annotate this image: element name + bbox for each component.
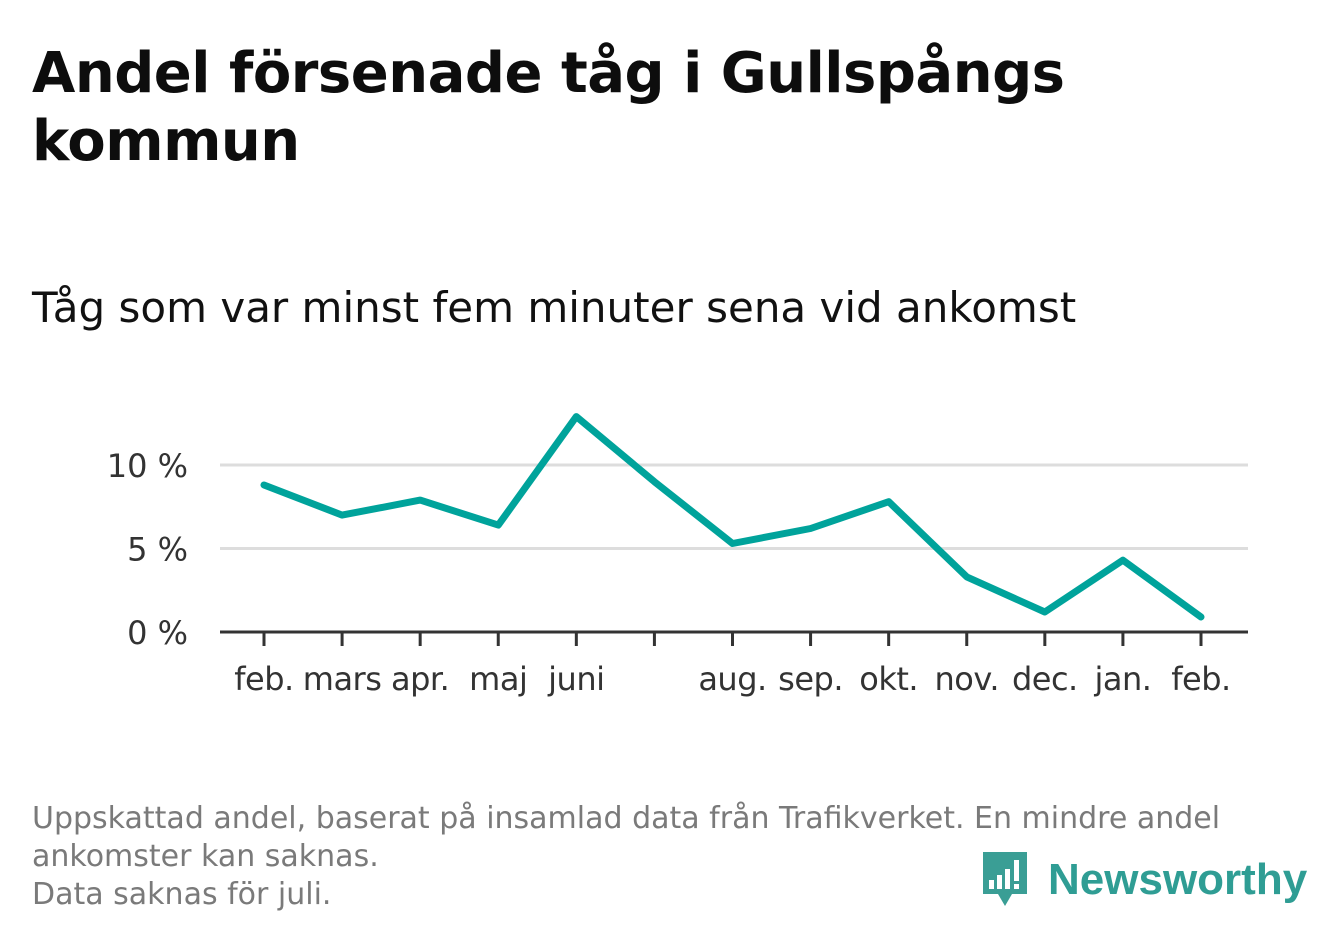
- chart-title: Andel försenade tåg i Gullspångs kommun: [32, 41, 1065, 174]
- brand-logo: Newsworthy: [980, 850, 1307, 910]
- x-tick-label: nov.: [935, 660, 999, 698]
- x-tick-label: juni: [547, 660, 604, 698]
- x-tick-label: apr.: [391, 660, 449, 698]
- y-tick-label: 5 %: [127, 531, 188, 569]
- newsworthy-logo-icon: [983, 852, 1027, 906]
- chart-subtitle: Tåg som var minst fem minuter sena vid a…: [32, 283, 1077, 332]
- footnote: Uppskattad andel, baserat på insamlad da…: [32, 800, 1292, 914]
- line-chart: 0 % 5 % 10 % feb. mars apr. maj juni aug. sep. okt…: [107, 413, 1248, 698]
- brand-name: Newsworthy: [1048, 855, 1308, 904]
- x-tick-label: aug.: [698, 660, 766, 698]
- x-tick-label: mars: [303, 660, 382, 698]
- x-tick-label: feb.: [234, 660, 293, 698]
- y-tick-label: 0 %: [127, 614, 188, 652]
- x-tick-label: dec.: [1012, 660, 1078, 698]
- x-tick-label: feb.: [1171, 660, 1230, 698]
- x-tick-label: okt.: [859, 660, 918, 698]
- series-line: [260, 413, 1205, 621]
- footnote-line-3: Data saknas för juli.: [32, 877, 332, 912]
- x-tick-label: jan.: [1093, 660, 1151, 698]
- x-tick-label: maj: [469, 660, 527, 698]
- x-tick-label: sep.: [778, 660, 843, 698]
- footnote-line-1: Uppskattad andel, baserat på insamlad da…: [32, 801, 1221, 836]
- footnote-line-2: ankomster kan saknas.: [32, 839, 379, 874]
- y-tick-label: 10 %: [107, 447, 188, 485]
